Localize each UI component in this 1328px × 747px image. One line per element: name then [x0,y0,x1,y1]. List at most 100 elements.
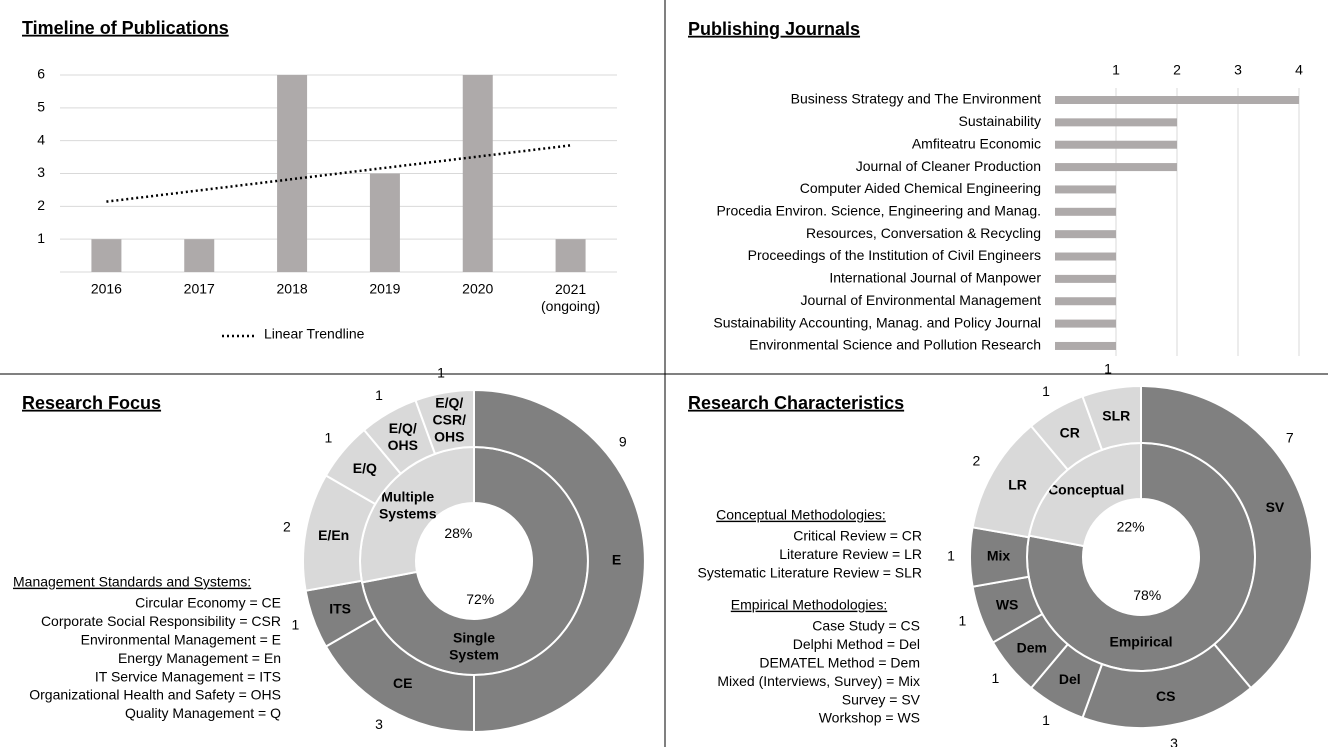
segment-label: SV [1266,499,1285,515]
bar [1055,185,1116,194]
legend-heading: Management Standards and Systems: [13,574,251,590]
legend-item: Circular Economy = CE [135,595,281,611]
data-label: 2 [283,519,291,535]
bar [91,239,122,272]
legend-item: Quality Management = Q [125,705,281,721]
bar [1055,274,1116,283]
y-tick-label: Amfiteatru Economic [912,135,1041,151]
y-tick-label: 1 [37,230,45,246]
y-tick-label: 6 [37,66,45,82]
legend-heading: Empirical Methodologies: [731,597,887,613]
legend-item: Systematic Literature Review = SLR [698,565,922,581]
y-tick-label: Journal of Cleaner Production [856,158,1041,174]
segment-label: LR [1008,476,1027,492]
x-tick-label: 2016 [91,281,122,297]
data-label: 1 [959,613,967,629]
data-label: 1 [1042,383,1050,399]
bar [462,75,493,272]
bar [1055,230,1116,239]
outer-slice [1140,384,1314,690]
y-tick-label: Computer Aided Chemical Engineering [800,180,1041,196]
y-tick-label: 2 [37,197,45,213]
legend-item: Delphi Method = Del [793,636,920,652]
legend-heading: Conceptual Methodologies: [716,507,886,523]
x-tick-label: 4 [1295,62,1303,78]
legend-item: Organizational Health and Safety = OHS [29,687,281,703]
y-tick-label: Sustainability [959,113,1042,129]
y-tick-label: Procedia Environ. Science, Engineering a… [716,203,1041,219]
y-tick-label: Proceedings of the Institution of Civil … [748,247,1041,263]
x-tick-label: 2017 [184,281,215,297]
segment-label: Dem [1017,639,1047,655]
data-label: 1 [292,617,300,633]
x-tick-label: 3 [1234,62,1242,78]
segment-label: E/Q/CSR/OHS [433,394,467,444]
legend-item: IT Service Management = ITS [95,668,281,684]
group-label: Single System [449,629,499,662]
legend-item: Workshop = WS [819,710,920,726]
legend-item: Survey = SV [842,691,921,707]
percent-label: 78% [1133,587,1161,603]
segment-label: ITS [329,600,351,616]
group-label: Empirical [1109,634,1172,650]
bar [1055,118,1177,127]
legend-item: Critical Review = CR [793,528,922,544]
data-label: 1 [325,430,333,446]
segment-label: E/En [318,527,349,543]
segment-label: Del [1059,671,1081,687]
x-tick-label: 2018 [277,281,308,297]
outer-slice [414,388,475,456]
chart-title: Publishing Journals [688,19,860,39]
data-label: 1 [1104,361,1112,377]
legend-item: Mixed (Interviews, Survey) = Mix [717,673,920,689]
segment-label: WS [996,596,1019,612]
group-label: Multiple Systems [379,488,437,521]
percent-label: 22% [1117,518,1145,534]
percent-label: 72% [466,591,494,607]
segment-label: CS [1156,688,1175,704]
bar [1055,163,1177,172]
segment-label: E/Q [353,460,377,476]
segment-label: E/Q/OHS [388,420,418,453]
data-label: 7 [1286,430,1294,446]
segment-label: Mix [987,548,1011,564]
legend-item: Case Study = CS [812,618,920,634]
chart-title: Research Focus [22,393,161,413]
x-tick-label: 2019 [369,281,400,297]
y-tick-label: Resources, Conversation & Recycling [806,225,1041,241]
outer-slice [473,388,646,734]
segment-label: E [612,552,621,568]
x-tick-label: 2020 [462,281,493,297]
legend-item: Environmental Management = E [81,632,281,648]
segment-label: CR [1060,424,1080,440]
x-tick-label: 2 [1173,62,1181,78]
chart-title: Research Characteristics [688,393,904,413]
y-tick-label: 3 [37,164,45,180]
y-tick-label: Business Strategy and The Environment [791,91,1041,107]
legend-item: Literature Review = LR [779,546,922,562]
data-label: 1 [1042,712,1050,728]
bar [1055,319,1116,328]
bar [369,173,400,272]
data-label: 1 [992,670,1000,686]
legend-label: Linear Trendline [264,326,365,342]
y-tick-label: 5 [37,99,45,115]
legend-item: Corporate Social Responsibility = CSR [41,613,281,629]
bar [555,239,586,272]
y-tick-label: Sustainability Accounting, Manag. and Po… [713,314,1041,330]
y-tick-label: International Journal of Manpower [829,270,1041,286]
segment-label: SLR [1102,407,1130,423]
bar [277,75,308,272]
bar [1055,297,1116,306]
outer-slice [1081,384,1142,452]
data-label: 2 [973,453,981,469]
data-label: 3 [375,716,383,732]
legend-item: DEMATEL Method = Dem [759,655,920,671]
x-tick-label: 2021 (ongoing) [541,281,600,314]
percent-label: 28% [444,525,472,541]
data-label: 9 [619,434,627,450]
y-tick-label: 4 [37,131,45,147]
bar [1055,207,1116,216]
bar [1055,341,1116,350]
